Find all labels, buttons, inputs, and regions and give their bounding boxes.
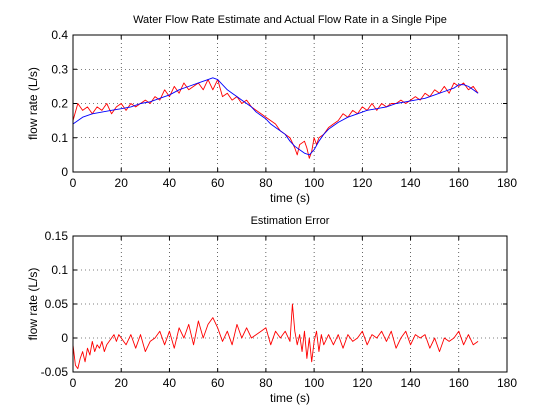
x-tick-label: 140 xyxy=(401,376,421,390)
x-axis-label: time (s) xyxy=(270,191,310,205)
y-tick-label: 0.15 xyxy=(45,229,69,243)
x-tick-label: 60 xyxy=(211,176,225,190)
estimation-error-plot: 0 20 40 60 80 100 120 140 160 180-0.0500.050.10.1… xyxy=(26,215,517,405)
y-tick-label: 0 xyxy=(61,165,68,179)
x-tick-label: 20 xyxy=(115,176,129,190)
x-tick-label: 40 xyxy=(163,176,177,190)
y-tick-label: 0.05 xyxy=(45,297,69,311)
y-tick-label: 0.3 xyxy=(51,62,68,76)
series-line-1 xyxy=(72,303,479,370)
x-tick-label: 100 xyxy=(304,376,324,390)
x-axis-label: time (s) xyxy=(270,391,310,405)
x-tick-label: 160 xyxy=(449,176,469,190)
x-tick-label: 0 xyxy=(70,376,77,390)
chart-title: Water Flow Rate Estimate and Actual Flow… xyxy=(133,14,447,26)
y-axis-label: flow rate (L/s) xyxy=(26,67,40,140)
y-tick-label: 0.4 xyxy=(51,28,68,42)
x-tick-label: 80 xyxy=(259,376,273,390)
x-tick-label: 20 xyxy=(115,376,129,390)
x-tick-label: 120 xyxy=(352,176,372,190)
y-tick-label: 0 xyxy=(61,331,68,345)
x-tick-label: 180 xyxy=(497,176,517,190)
x-tick-label: 60 xyxy=(211,376,225,390)
flow-rate-plot: 0 20 40 60 80 100 120 140 160 180 0 0.1 0.2 0.3 0.4 Wat… xyxy=(26,14,517,205)
x-tick-label: 100 xyxy=(304,176,324,190)
x-tick-label: 80 xyxy=(259,176,273,190)
y-tick-label: -0.05 xyxy=(41,365,69,379)
y-tick-label: 0.1 xyxy=(51,263,68,277)
y-tick-label: 0.2 xyxy=(51,97,68,111)
x-tick-label: 180 xyxy=(497,376,517,390)
series-line-2 xyxy=(72,77,479,156)
y-axis-label: flow rate (L/s) xyxy=(26,268,40,341)
y-tick-label: 0.1 xyxy=(51,131,68,145)
x-tick-label: 40 xyxy=(163,376,177,390)
x-tick-label: 0 xyxy=(70,176,77,190)
x-tick-label: 120 xyxy=(352,376,372,390)
x-tick-label: 160 xyxy=(449,376,469,390)
x-tick-label: 140 xyxy=(401,176,421,190)
chart-title: Estimation Error xyxy=(251,215,330,227)
